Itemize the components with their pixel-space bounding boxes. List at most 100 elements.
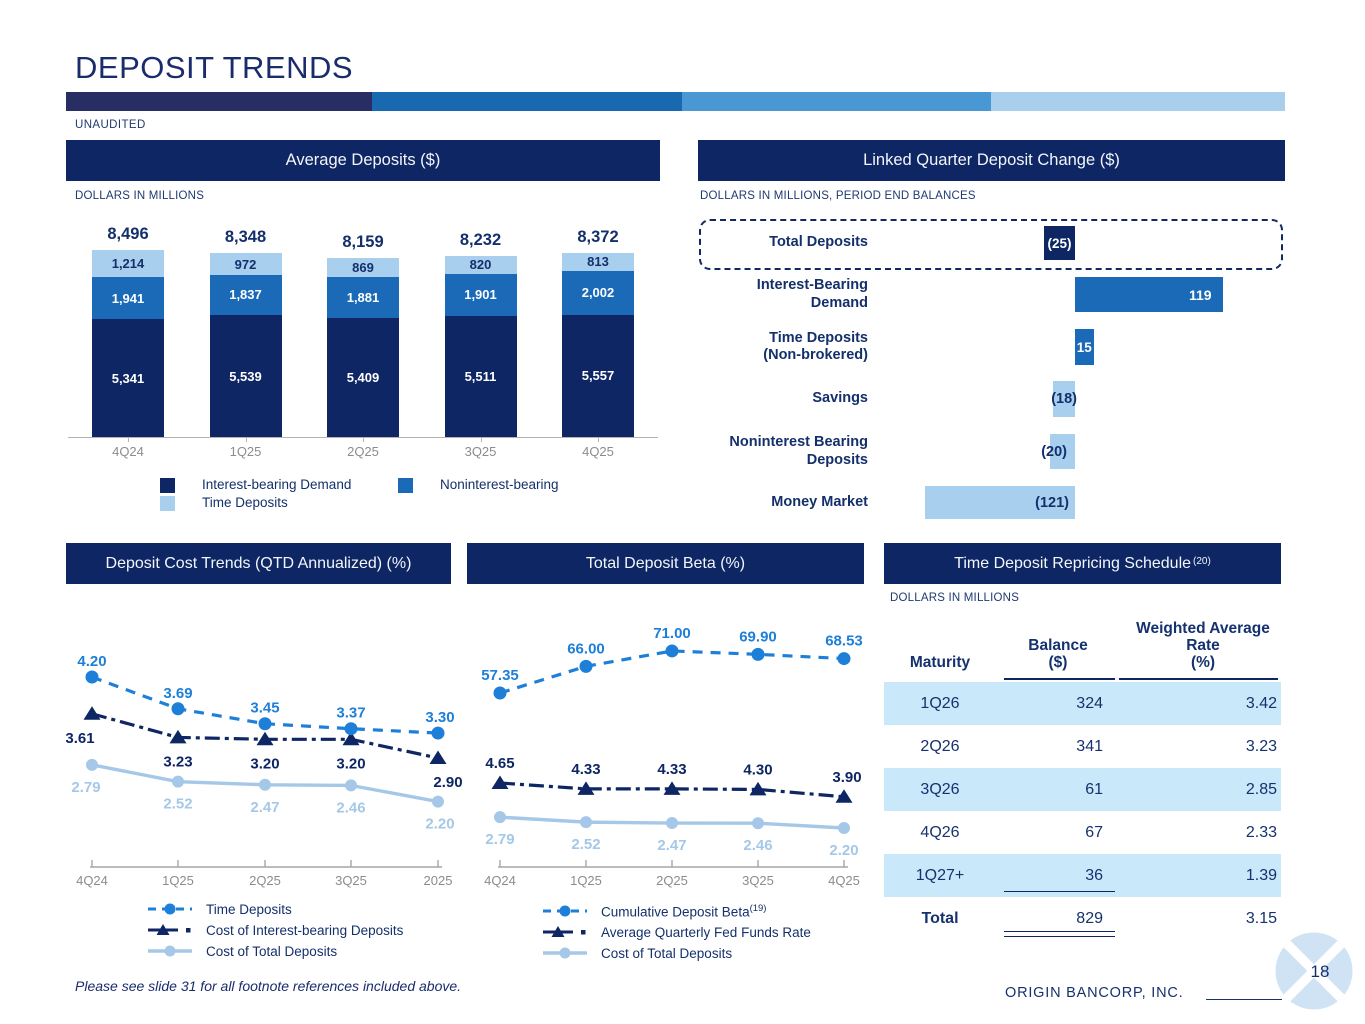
footnote-text: Please see slide 31 for all footnote ref… [75,978,462,994]
rate-cell: 2.85 [1245,780,1277,798]
data-point [579,659,593,673]
hbar-value: (18) [1051,391,1077,407]
series-line-0 [499,649,845,695]
legend-item: Cumulative Deposit Beta(19) [541,903,811,919]
data-point [259,778,271,791]
legend-label: Time Deposits [206,901,292,917]
x-axis-label: 4Q25 [582,444,614,459]
legend-label: Interest-bearing Demand [202,477,352,492]
bar-segment: 5,409 [327,318,399,437]
accent-band [66,92,1285,111]
data-label: 2.79 [485,831,514,848]
bar-total-label: 8,496 [107,225,149,244]
bar-segment: 1,901 [444,273,517,316]
data-point [577,781,595,795]
column-header-line: (%) [1190,654,1216,671]
hbar: 119 [1075,277,1223,312]
data-label: 3.90 [832,769,861,786]
table-row: 2Q26 341 3.23 [884,725,1281,768]
data-point [665,644,679,658]
legend-label: Cost of Total Deposits [206,943,338,959]
series-line-0 [91,675,439,735]
table-row: 3Q26 61 2.85 [884,768,1281,811]
data-label: 3.23 [163,753,192,770]
row-label-line: Interest-Bearing [756,277,868,293]
bar-segment-label: 1,214 [111,255,145,271]
row-label: Noninterest Bearing Deposits [698,434,868,469]
bar-segment: 5,511 [444,315,517,437]
marker-triangle [551,926,565,937]
maturity-cell: 4Q26 [920,823,960,841]
deposit-beta-legend: Cumulative Deposit Beta(19) Average Quart… [541,903,811,961]
repricing-banner-footnote-ref: (20) [1193,556,1211,567]
balance-cell: 341 [1076,737,1103,755]
hbar [1050,434,1075,469]
repricing-caption: DOLLARS IN MILLIONS [890,592,1020,604]
x-tick [128,437,129,442]
legend-label: Noninterest-bearing [440,477,559,492]
header-rule [1004,931,1115,932]
table-row: 1Q27+ 36 1.39 [884,854,1281,897]
column-header: Maturity [885,654,995,671]
balance-cell: 61 [1085,780,1103,798]
rate-cell: 1.39 [1245,866,1277,884]
column-header-line: Weighted Average [1136,620,1270,637]
data-point [256,731,274,746]
x-axis-label: 2Q25 [249,873,281,888]
x-axis-label: 4Q24 [112,444,144,459]
bar-segment-label: 1,837 [229,287,262,303]
balance-cell: 67 [1085,823,1103,841]
bar-segment: 5,341 [92,319,164,437]
data-label: 3.20 [336,755,365,772]
balance-cell: 324 [1076,694,1103,712]
data-point [172,775,184,788]
bar-segment: 1,941 [92,276,164,320]
rate-cell: 3.15 [1245,909,1277,927]
bar-total-label: 8,348 [224,228,267,247]
legend-item: Cost of Total Deposits [541,945,811,961]
column-header-line: Balance [1028,637,1088,654]
bar-segment: 2,002 [562,270,634,315]
maturity-cell: 1Q26 [920,694,960,712]
row-label-line: Noninterest Bearing [729,434,868,450]
origin-logo: 18 [1275,932,1353,1010]
marker-dot [164,903,176,915]
data-label: 4.33 [657,761,686,778]
x-axis-line [68,437,658,438]
bar-segment: 869 [327,257,399,277]
data-label: 2.20 [425,816,454,833]
row-label-line: Money Market [771,493,868,510]
bar-segment-label: 1,881 [346,289,380,305]
bar-segment: 813 [562,252,634,271]
bar-segment-label: 5,539 [229,368,262,384]
marker-dot [164,945,176,957]
data-label: 4.65 [485,755,514,772]
data-label: 2.20 [829,842,858,859]
data-label: 3.30 [425,709,454,726]
bar-segment-label: 869 [352,259,374,275]
row-label-line: (Non-brokered) [763,347,868,363]
column-header-line: ($) [1048,654,1068,671]
data-label: 2.47 [657,837,686,854]
bar-segment: 1,881 [327,276,399,318]
data-label: 2.46 [336,799,365,816]
data-point [663,781,681,795]
data-label: 71.00 [653,625,691,642]
x-tick [598,437,599,442]
hbar-value: (25) [1047,235,1072,251]
legend-item: Cost of Interest-bearing Deposits [146,922,403,938]
header-rule [1119,678,1278,680]
maturity-cell: 3Q26 [920,780,960,798]
column-header-line: Rate [1186,637,1220,654]
header-rule [1004,936,1115,937]
maturity-cell: 2Q26 [920,737,960,755]
data-label: 3.69 [163,685,192,702]
deposit-beta-chart: 4Q24 1Q25 2Q25 3Q25 4Q25 2.79 2.52 2.47 2.46 2.20… [481,625,863,888]
row-label: Time Deposits (Non-brokered) [698,329,868,365]
page-title: DEPOSIT TRENDS [75,50,354,85]
marker-dot [559,905,571,917]
data-point [344,722,358,736]
company-underline [1206,999,1282,1000]
x-axis-label: 1Q25 [570,873,602,888]
x-tick [480,437,482,442]
